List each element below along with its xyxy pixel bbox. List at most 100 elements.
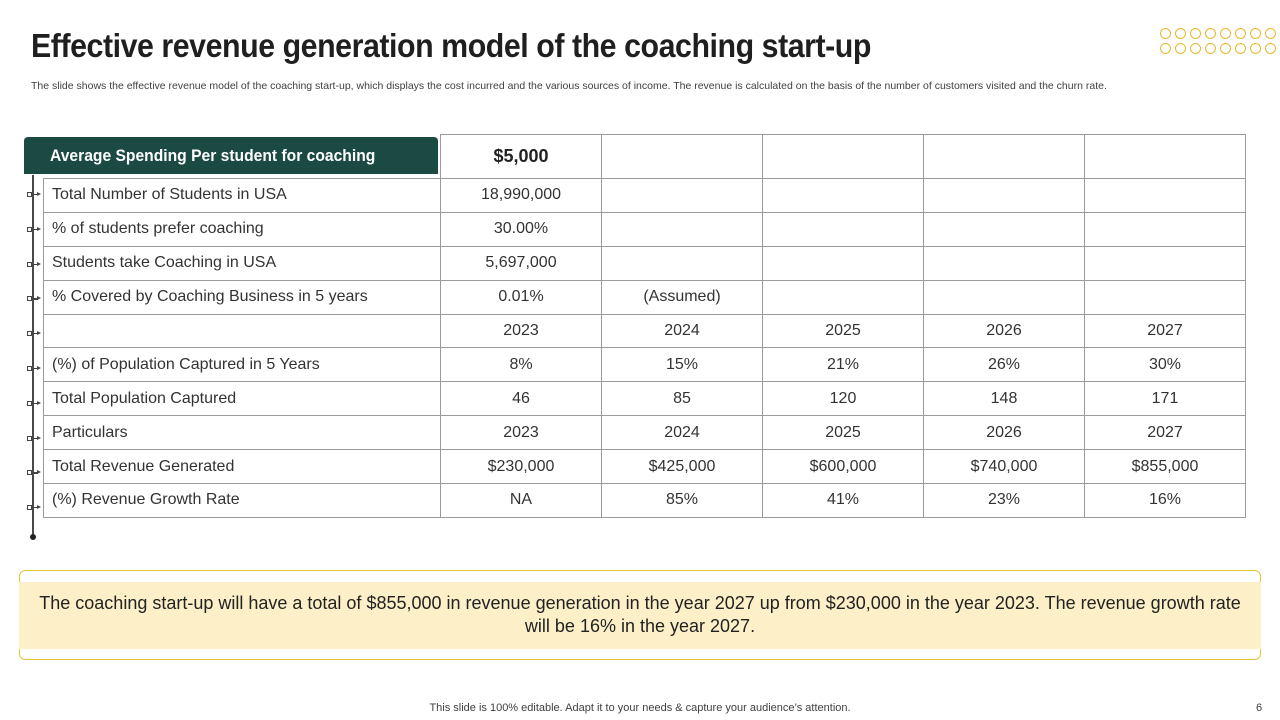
table-cell: 171 [1084, 381, 1246, 417]
dot-icon [1265, 28, 1276, 39]
revenue-model-table: $5,000 Total Number of Students in USA 18… [43, 134, 1246, 518]
dot-icon [1250, 28, 1261, 39]
table-cell: 16% [1084, 483, 1246, 518]
table-cell: 23% [923, 483, 1085, 518]
table-row: (%) Revenue Growth Rate NA 85% 41% 23% 16% [43, 483, 1246, 518]
row-marker-icon [27, 400, 43, 409]
row-marker-icon [27, 192, 43, 200]
row-marker-icon [27, 505, 43, 513]
table-cell: $230,000 [440, 449, 602, 485]
dot-icon [1175, 43, 1186, 54]
dot-icon [1190, 43, 1201, 54]
table-row: % of students prefer coaching 30.00% [43, 211, 1246, 247]
dot-icon [1160, 43, 1171, 54]
summary-highlight [19, 582, 1261, 649]
table-cell: 148 [923, 381, 1085, 417]
table-cell: $855,000 [1084, 449, 1246, 485]
table-cell [601, 134, 763, 179]
average-spending-label: Average Spending Per student for coachin… [50, 145, 376, 165]
table-cell [923, 245, 1085, 281]
table-row: Total Number of Students in USA 18,990,00… [43, 178, 1246, 213]
dot-icon [1235, 43, 1246, 54]
timeline-end-dot-icon [29, 534, 36, 540]
table-cell: 85 [601, 381, 763, 417]
table-row: % Covered by Coaching Business in 5 year… [43, 279, 1246, 315]
row-label [43, 313, 441, 349]
dot-icon [1235, 28, 1246, 39]
dot-icon [1160, 28, 1171, 39]
row-marker-icon [27, 366, 43, 374]
table-cell [762, 178, 924, 213]
table-cell: (Assumed) [601, 279, 763, 315]
table-cell: 2023 [440, 415, 602, 451]
row-label: (%) Revenue Growth Rate [43, 483, 441, 518]
average-spending-header: Average Spending Per student for coachin… [24, 137, 438, 174]
row-marker-icon [27, 261, 43, 270]
table-cell [762, 245, 924, 281]
row-label: Total Revenue Generated [43, 449, 441, 485]
table-cell [1084, 178, 1246, 213]
table-cell: 2025 [762, 415, 924, 451]
dot-icon [1220, 28, 1231, 39]
page-number: 6 [1256, 702, 1263, 714]
timeline-connector-line [32, 175, 34, 537]
table-cell: $425,000 [601, 449, 763, 485]
table-cell: 120 [762, 381, 924, 417]
table-cell: 2026 [923, 313, 1085, 349]
table-cell: 26% [923, 347, 1085, 383]
table-row: Total Population Captured 46 85 120 148 171 [43, 381, 1246, 417]
table-row: Total Revenue Generated $230,000 $425,000 $… [43, 449, 1246, 485]
row-marker-icon [27, 296, 43, 304]
table-cell: 2024 [601, 415, 763, 451]
table-cell: 85% [601, 483, 763, 518]
table-cell [923, 279, 1085, 315]
average-spending-value: $5,000 [440, 134, 602, 179]
table-row: Particulars 2023 2024 2025 2026 2027 [43, 415, 1246, 451]
table-cell [762, 279, 924, 315]
table-cell [762, 134, 924, 179]
slide-subtitle: The slide shows the effective revenue mo… [31, 80, 1107, 92]
table-cell: 30% [1084, 347, 1246, 383]
table-header-row: $5,000 [43, 134, 1246, 179]
table-cell [601, 245, 763, 281]
table-cell: 2027 [1084, 313, 1246, 349]
row-marker-icon [27, 331, 43, 339]
table-cell: 15% [601, 347, 763, 383]
table-row: Students take Coaching in USA 5,697,000 [43, 245, 1246, 281]
table-cell: 41% [762, 483, 924, 518]
row-label: (%) of Population Captured in 5 Years [43, 347, 441, 383]
row-label: Total Population Captured [43, 381, 441, 417]
table-cell: 8% [440, 347, 602, 383]
decorative-dots-icon [1160, 28, 1280, 58]
row-marker-icon [27, 435, 43, 444]
dot-icon [1205, 43, 1216, 54]
table-cell: 30.00% [440, 211, 602, 247]
footer-note: This slide is 100% editable. Adapt it to… [429, 702, 851, 714]
table-cell [923, 178, 1085, 213]
table-cell [1084, 279, 1246, 315]
table-cell: 2024 [601, 313, 763, 349]
table-cell: 18,990,000 [440, 178, 602, 213]
row-label: % of students prefer coaching [43, 211, 441, 247]
table-cell: $740,000 [923, 449, 1085, 485]
table-cell: 21% [762, 347, 924, 383]
table-cell [923, 134, 1085, 179]
table-cell [1084, 245, 1246, 281]
table-cell: $600,000 [762, 449, 924, 485]
table-cell [601, 178, 763, 213]
summary-text: The coaching start-up will have a total … [39, 593, 1241, 636]
table-cell: 2027 [1084, 415, 1246, 451]
dot-icon [1220, 43, 1231, 54]
table-cell: 46 [440, 381, 602, 417]
slide-title: Effective revenue generation model of th… [31, 27, 871, 64]
dot-icon [1190, 28, 1201, 39]
row-marker-icon [27, 226, 43, 235]
table-cell: 2025 [762, 313, 924, 349]
dot-icon [1265, 43, 1276, 54]
dot-icon [1205, 28, 1216, 39]
table-cell [1084, 211, 1246, 247]
table-cell: 2023 [440, 313, 602, 349]
table-row: 2023 2024 2025 2026 2027 [43, 313, 1246, 349]
row-marker-icon [27, 470, 43, 478]
table-cell [923, 211, 1085, 247]
